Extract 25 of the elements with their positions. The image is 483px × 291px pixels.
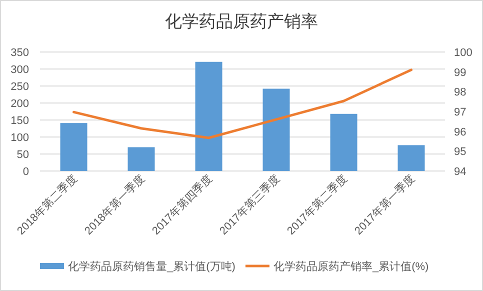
y-tick-label: 100 [10,132,29,144]
legend-label: 化学药品原药销售量_累计值(万吨) [68,260,236,273]
y2-tick-label: 96 [454,126,466,138]
y2-tick-label: 95 [454,146,466,158]
bar [60,123,88,171]
y-tick-label: 50 [16,149,29,161]
y2-tick-label: 99 [454,66,466,79]
line-series [72,68,412,140]
y2-tick-label: 97 [454,106,466,118]
bar [195,62,222,171]
bar [330,114,358,171]
y2-tick-label: 100 [454,47,472,59]
y-tick-label: 200 [10,98,29,110]
legend-label: 化学药品原药产销率_累计值(%) [273,260,429,273]
y-tick-label: 300 [10,64,29,76]
bar [262,88,290,171]
chart-title: 化学药品原药产销率 [165,12,318,31]
y-tick-label: 350 [10,47,29,59]
y-tick-label: 250 [10,81,29,93]
y-tick-label: 150 [10,115,29,127]
bar [128,147,155,171]
bar [398,145,425,171]
y2-tick-label: 94 [454,166,466,178]
y-tick-label: 0 [22,166,29,178]
y2-tick-label: 98 [454,86,466,99]
